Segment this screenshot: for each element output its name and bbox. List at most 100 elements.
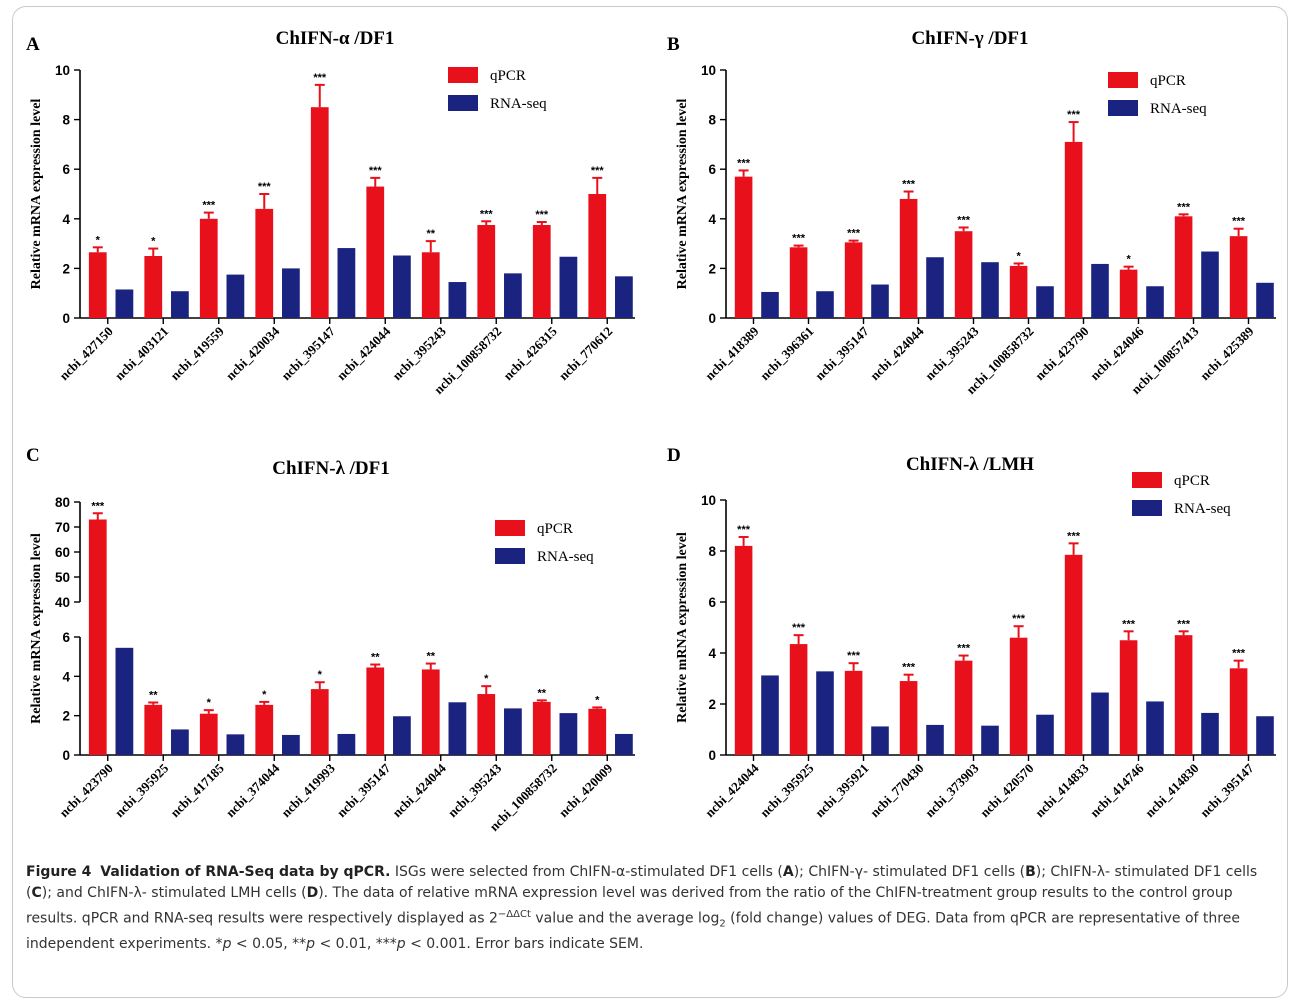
bar-rnaseq bbox=[816, 291, 834, 318]
bar-qpcr bbox=[421, 252, 440, 318]
x-tick-label: ncbi_395147 bbox=[334, 760, 394, 820]
bar-rnaseq bbox=[926, 257, 944, 318]
bar-rnaseq bbox=[504, 708, 522, 755]
bar-rnaseq bbox=[816, 671, 834, 755]
caption-panel-b: B bbox=[1025, 864, 1036, 880]
caption-panel-d: D bbox=[306, 885, 319, 901]
y-tick-label: 2 bbox=[708, 697, 716, 712]
chart-title: ChIFN-γ /DF1 bbox=[911, 28, 1028, 49]
y-tick-label: 50 bbox=[55, 570, 70, 585]
bar-rnaseq bbox=[615, 276, 633, 318]
y-tick-label: 10 bbox=[55, 63, 70, 78]
significance-label: * bbox=[262, 689, 267, 701]
caption-text-8: < 0.05, ** bbox=[231, 936, 307, 953]
significance-label: *** bbox=[591, 165, 605, 177]
bar-qpcr bbox=[844, 242, 863, 318]
y-tick-label: 2 bbox=[62, 709, 70, 724]
significance-label: *** bbox=[1067, 109, 1081, 121]
bar-rnaseq bbox=[1146, 286, 1164, 318]
x-tick-label: ncbi_395147 bbox=[812, 323, 872, 383]
x-tick-label: ncbi_420034 bbox=[223, 323, 283, 383]
y-tick-label: 8 bbox=[708, 113, 716, 128]
bar-rnaseq bbox=[171, 729, 189, 755]
bar-qpcr bbox=[1174, 635, 1193, 755]
x-tick-label: ncbi_374044 bbox=[223, 760, 283, 820]
panel-letter: C bbox=[26, 445, 40, 466]
significance-label: *** bbox=[902, 662, 916, 674]
y-tick-label: 2 bbox=[62, 261, 70, 276]
significance-label: *** bbox=[847, 228, 861, 240]
caption-text-7: (fold change) values of DEG. Data from q… bbox=[26, 910, 1240, 953]
bar-qpcr bbox=[789, 247, 808, 318]
x-tick-label: ncbi_418389 bbox=[702, 323, 762, 383]
significance-label: *** bbox=[369, 165, 383, 177]
bar-rnaseq bbox=[1036, 714, 1054, 755]
x-tick-label: ncbi_420570 bbox=[977, 761, 1037, 821]
bar-rnaseq bbox=[282, 268, 300, 318]
legend-swatch-qpcr bbox=[1108, 72, 1138, 88]
x-tick-label: ncbi_417185 bbox=[167, 760, 227, 820]
x-tick-label: ncbi_770612 bbox=[556, 324, 616, 384]
bar-rnaseq bbox=[337, 248, 356, 318]
y-tick-label: 40 bbox=[55, 595, 70, 610]
significance-label: * bbox=[151, 236, 156, 248]
x-tick-label: ncbi_419559 bbox=[167, 323, 227, 383]
bar-qpcr bbox=[899, 198, 918, 318]
panel-letter: B bbox=[667, 34, 680, 55]
bar-rnaseq bbox=[981, 725, 999, 755]
y-axis-label: Relative mRNA expression level bbox=[29, 99, 44, 290]
significance-label: * bbox=[207, 697, 212, 709]
bar-qpcr bbox=[734, 545, 753, 755]
significance-label: * bbox=[96, 234, 101, 246]
x-tick-label: ncbi_423790 bbox=[1032, 324, 1092, 384]
bar-qpcr bbox=[477, 225, 496, 318]
chart-panel-a: A ChIFN-α /DF1 Relative mRNA expression le… bbox=[26, 28, 635, 397]
legend-swatch-rnaseq bbox=[495, 548, 525, 564]
bar-qpcr bbox=[88, 252, 107, 318]
x-tick-label: ncbi_395147 bbox=[278, 323, 338, 383]
significance-label: *** bbox=[1012, 613, 1026, 625]
caption-text-3: ); ChIFN-λ- stimulated DF1 cells ( bbox=[26, 864, 1258, 901]
bar-rnaseq bbox=[171, 291, 189, 318]
x-tick-label: ncbi_424044 bbox=[867, 323, 927, 383]
x-tick-label: ncbi_403121 bbox=[112, 324, 172, 384]
significance-label: *** bbox=[1232, 216, 1246, 228]
bar-qpcr bbox=[1119, 269, 1138, 318]
significance-label: *** bbox=[957, 643, 971, 655]
panel-letter: D bbox=[667, 445, 681, 466]
bar-rnaseq bbox=[393, 716, 411, 755]
y-tick-label: 2 bbox=[708, 261, 716, 276]
x-tick-label: ncbi_427150 bbox=[56, 324, 116, 384]
y-tick-label: 8 bbox=[708, 544, 716, 559]
x-tick-label: ncbi_424046 bbox=[1087, 323, 1147, 383]
bar-qpcr bbox=[1119, 640, 1138, 755]
significance-label: *** bbox=[313, 72, 327, 84]
caption-text-6: value and the average log bbox=[530, 910, 720, 927]
bar-qpcr bbox=[899, 681, 918, 755]
legend-swatch-rnaseq bbox=[1132, 500, 1162, 516]
bar-qpcr bbox=[954, 660, 973, 755]
caption-text-5: ). The data of relative mRNA expression … bbox=[26, 885, 1233, 927]
significance-label: *** bbox=[792, 622, 806, 634]
y-tick-label: 6 bbox=[62, 162, 70, 177]
bar-qpcr bbox=[789, 644, 808, 755]
x-tick-label: ncbi_423790 bbox=[56, 761, 116, 821]
x-tick-label: ncbi_414833 bbox=[1032, 760, 1092, 820]
y-tick-label: 10 bbox=[701, 493, 716, 508]
x-tick-label: ncbi_395921 bbox=[812, 761, 872, 821]
x-tick-label: ncbi_419993 bbox=[278, 760, 338, 820]
chart-panel-c: C ChIFN-λ /DF1 Relative mRNA expression le… bbox=[26, 445, 635, 834]
y-tick-label: 8 bbox=[62, 113, 70, 128]
y-tick-label: 0 bbox=[62, 748, 70, 763]
caption-p-symbol: p bbox=[396, 936, 406, 953]
legend-swatch-rnaseq bbox=[1108, 100, 1138, 116]
chart-title: ChIFN-λ /LMH bbox=[906, 454, 1034, 475]
bar-qpcr bbox=[144, 704, 163, 755]
significance-label: *** bbox=[535, 209, 549, 221]
significance-label: ** bbox=[537, 687, 546, 699]
bar-qpcr bbox=[1009, 637, 1028, 755]
x-tick-label: ncbi_424044 bbox=[702, 760, 762, 820]
chart-title: ChIFN-λ /DF1 bbox=[272, 458, 390, 479]
bar-qpcr bbox=[532, 701, 551, 755]
bar-rnaseq bbox=[1091, 692, 1109, 755]
